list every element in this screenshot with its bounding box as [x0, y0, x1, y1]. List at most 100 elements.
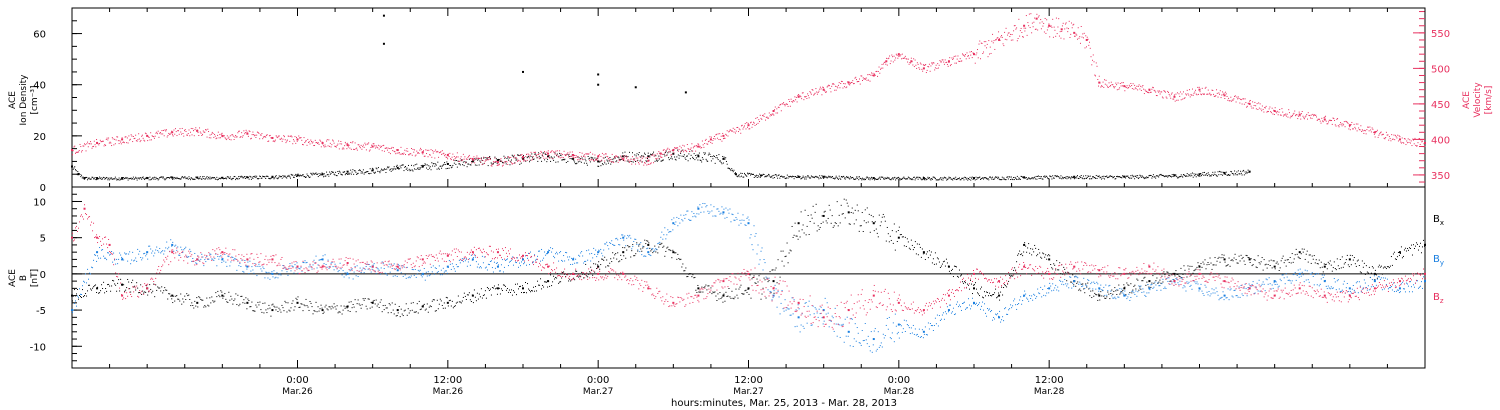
field-sample	[710, 287, 712, 289]
velocity-sample	[1107, 86, 1109, 88]
field-sample	[1317, 263, 1319, 265]
velocity-sample	[1113, 87, 1115, 89]
velocity-sample	[1417, 142, 1419, 144]
field-sample	[1030, 248, 1032, 250]
velocity-sample	[108, 137, 110, 139]
density-sample	[447, 167, 449, 169]
velocity-sample	[829, 87, 831, 89]
density-sample	[1128, 177, 1130, 179]
field-tick-label: 10	[33, 197, 46, 208]
density-sample	[553, 156, 555, 158]
velocity-sample	[1062, 22, 1064, 24]
field-sample	[638, 245, 640, 247]
density-sample	[180, 178, 182, 180]
velocity-sample	[213, 136, 215, 138]
density-sample	[887, 178, 889, 180]
velocity-sample	[1002, 43, 1004, 45]
density-sample	[1070, 178, 1072, 180]
density-sample	[298, 174, 300, 176]
density-sample	[1210, 175, 1212, 177]
density-sample	[164, 179, 166, 181]
velocity-sample	[943, 63, 945, 65]
field-sample	[1355, 265, 1357, 267]
velocity-sample	[348, 144, 350, 146]
velocity-sample	[238, 130, 240, 132]
velocity-sample	[102, 140, 104, 142]
density-point	[1198, 173, 1201, 176]
velocity-sample	[1222, 91, 1224, 93]
field-sample	[1101, 295, 1103, 297]
velocity-point	[171, 131, 174, 134]
velocity-sample	[338, 148, 340, 150]
field-sample	[1321, 266, 1323, 268]
density-sample	[423, 165, 425, 167]
velocity-sample	[628, 161, 630, 163]
field-sample	[977, 292, 979, 294]
velocity-sample	[526, 153, 528, 155]
density-sample	[965, 178, 967, 180]
velocity-sample	[930, 65, 932, 67]
field-sample	[430, 306, 432, 308]
field-sample	[508, 289, 510, 291]
velocity-sample	[492, 161, 494, 163]
density-sample	[1024, 177, 1026, 179]
velocity-sample	[462, 153, 464, 155]
density-sample	[862, 179, 864, 181]
velocity-sample	[412, 148, 414, 150]
density-sample	[755, 176, 757, 178]
velocity-sample	[140, 139, 142, 141]
velocity-sample	[695, 150, 697, 152]
density-sample	[538, 155, 540, 157]
field-sample	[325, 304, 327, 306]
field-sample	[1323, 263, 1325, 265]
density-sample	[1077, 177, 1079, 179]
density-sample	[1190, 173, 1192, 175]
velocity-sample	[120, 141, 122, 143]
velocity-sample	[650, 163, 652, 165]
density-sample	[89, 178, 91, 180]
density-sample	[1231, 172, 1233, 174]
density-sample	[926, 178, 928, 180]
density-sample	[400, 167, 402, 169]
density-sample	[491, 163, 493, 165]
density-point	[1073, 175, 1076, 178]
field-sample	[100, 290, 102, 292]
velocity-sample	[282, 138, 284, 140]
velocity-point	[897, 53, 900, 56]
density-sample	[307, 175, 309, 177]
density-sample	[937, 179, 939, 181]
density-sample	[794, 176, 796, 178]
field-sample	[991, 295, 993, 297]
velocity-sample	[379, 145, 381, 147]
field-sample	[548, 280, 550, 282]
field-sample	[1213, 264, 1215, 266]
field-sample	[526, 292, 528, 294]
velocity-sample	[942, 59, 944, 61]
field-sample	[1054, 264, 1056, 266]
velocity-sample	[709, 136, 711, 138]
velocity-sample	[1388, 136, 1390, 138]
density-point	[421, 165, 424, 168]
velocity-sample	[1129, 86, 1131, 88]
velocity-sample	[874, 74, 876, 76]
density-sample	[1004, 178, 1006, 180]
velocity-sample	[447, 153, 449, 155]
field-point	[221, 294, 224, 297]
density-sample	[1225, 171, 1227, 173]
density-sample	[529, 159, 531, 161]
field-sample	[1289, 256, 1291, 258]
density-sample	[260, 177, 262, 179]
velocity-sample	[910, 57, 912, 59]
field-sample	[794, 222, 796, 224]
velocity-sample	[644, 162, 646, 164]
density-sample	[469, 164, 471, 166]
velocity-sample	[830, 91, 832, 93]
field-sample	[741, 292, 743, 294]
velocity-sample	[1163, 90, 1165, 92]
density-sample	[1018, 177, 1020, 179]
density-sample	[818, 178, 820, 180]
velocity-sample	[699, 145, 701, 147]
velocity-sample	[1055, 17, 1057, 19]
density-sample	[546, 161, 548, 163]
velocity-sample	[1067, 28, 1069, 30]
